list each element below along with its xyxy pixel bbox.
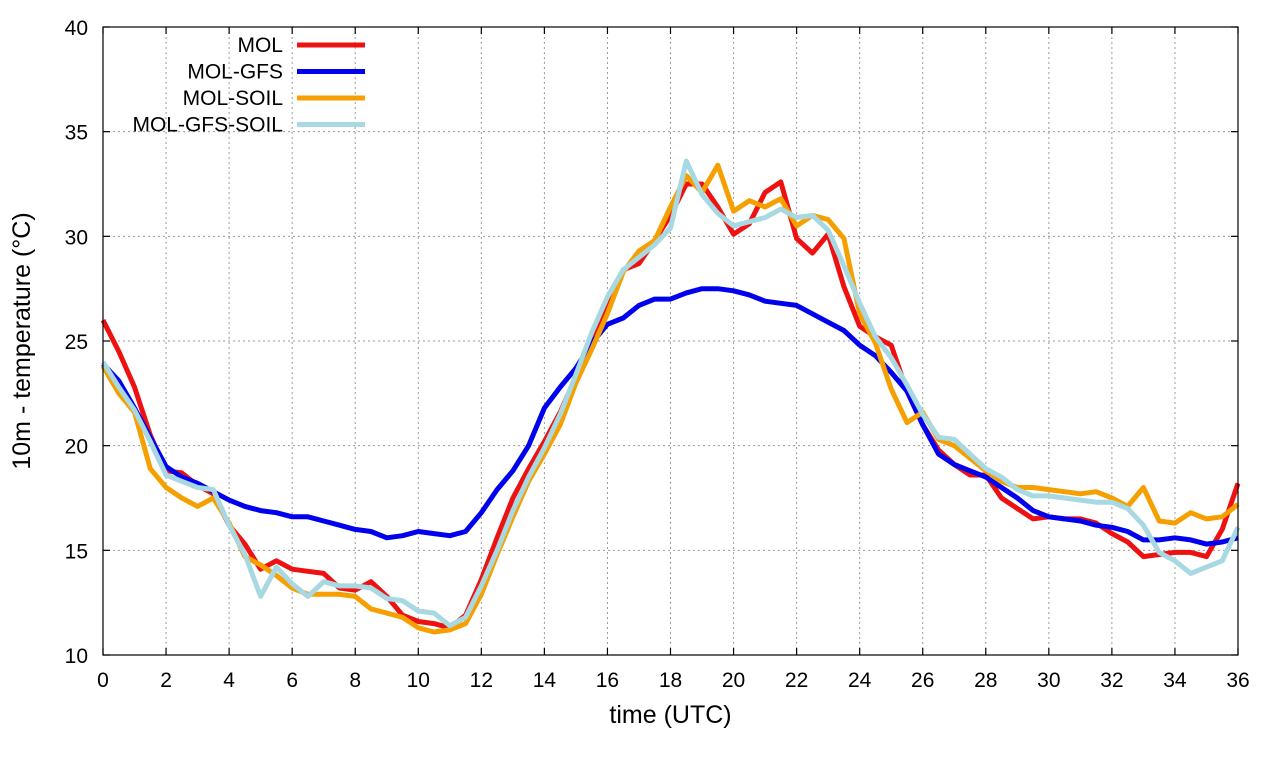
x-tick-label: 14 xyxy=(533,669,557,692)
x-tick-label: 6 xyxy=(286,669,298,692)
x-tick-label: 24 xyxy=(848,669,872,692)
x-axis-label: time (UTC) xyxy=(609,701,731,729)
legend-label-mol-gfs: MOL-GFS xyxy=(187,61,283,84)
x-tick-label: 26 xyxy=(911,669,934,692)
x-tick-label: 32 xyxy=(1100,669,1123,692)
legend-label-mol-gfs-soil: MOL-GFS-SOIL xyxy=(132,114,283,137)
x-tick-label: 2 xyxy=(160,669,172,692)
legend-label-mol: MOL xyxy=(237,34,283,57)
x-tick-label: 12 xyxy=(470,669,493,692)
series-line-mol-gfs-soil xyxy=(100,158,1241,629)
grid xyxy=(103,27,1238,655)
x-tick-label: 10 xyxy=(407,669,430,692)
y-tick-label: 20 xyxy=(65,436,88,459)
x-tick-label: 8 xyxy=(349,669,361,692)
y-tick-label: 40 xyxy=(65,17,88,40)
x-tick-label: 34 xyxy=(1163,669,1187,692)
legend: MOL MOL-GFS MOL-SOIL MOL-GFS-SOIL xyxy=(132,34,365,137)
y-tick-label: 15 xyxy=(65,540,88,563)
x-tick-label: 18 xyxy=(659,669,682,692)
y-tick-label: 35 xyxy=(65,122,88,145)
legend-label-mol-soil: MOL-SOIL xyxy=(183,87,283,110)
x-tick-label: 16 xyxy=(596,669,619,692)
x-tick-label: 30 xyxy=(1037,669,1060,692)
y-tick-label: 10 xyxy=(65,645,88,668)
series-line-mol-soil xyxy=(100,162,1240,635)
y-tick-label: 25 xyxy=(65,331,88,354)
x-tick-label: 0 xyxy=(97,669,109,692)
series-lines xyxy=(100,158,1241,635)
series-line-mol-gfs xyxy=(101,286,1239,547)
x-tick-label: 28 xyxy=(974,669,997,692)
axis-ticks: 0 2 4 6 8 10 12 14 16 18 20 22 24 26 28 30 32 34 361015202… xyxy=(65,17,1250,692)
x-tick-label: 36 xyxy=(1226,669,1249,692)
x-tick-label: 20 xyxy=(722,669,745,692)
x-tick-label: 4 xyxy=(223,669,235,692)
y-tick-label: 30 xyxy=(65,226,88,249)
y-axis-label: 10m - temperature (°C) xyxy=(8,212,36,469)
x-tick-label: 22 xyxy=(785,669,808,692)
